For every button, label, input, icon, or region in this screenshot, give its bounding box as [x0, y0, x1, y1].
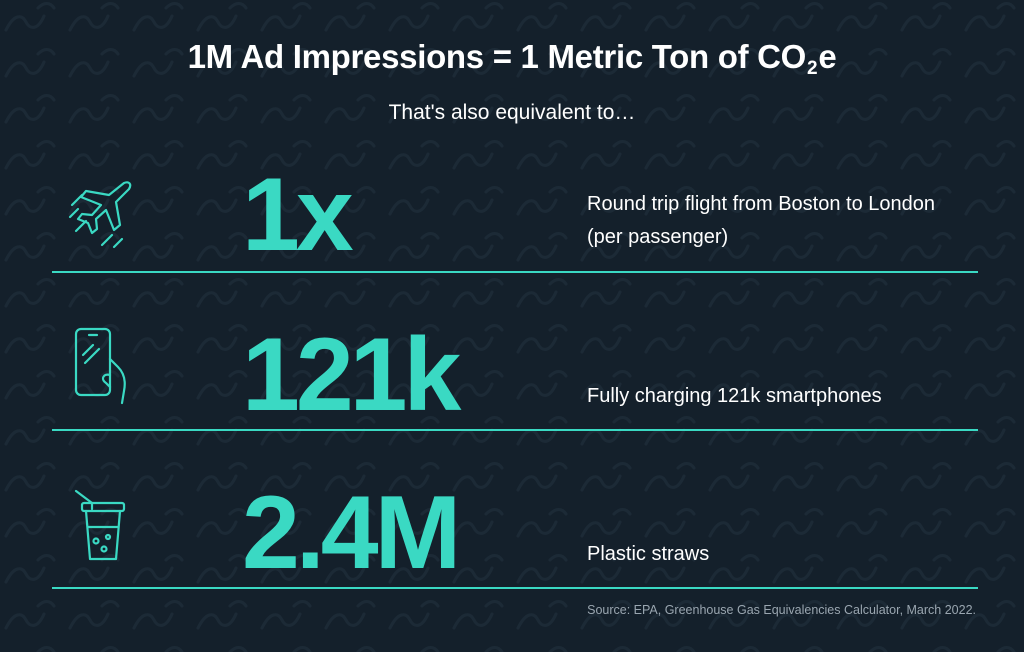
- smartphones-description: Fully charging 121k smartphones: [587, 385, 882, 407]
- flight-value: 1x: [242, 157, 354, 273]
- straws-description: Plastic straws: [587, 543, 710, 565]
- cup-with-straw-icon: [74, 489, 126, 561]
- page-subtitle: That's also equivalent to…: [388, 101, 636, 124]
- source-note: Source: EPA, Greenhouse Gas Equivalencie…: [587, 603, 976, 617]
- equivalency-row-flight: 1x Round trip flight from Boston to Lond…: [52, 115, 978, 273]
- smartphone-icon: [74, 327, 126, 405]
- smartphones-value: 121k: [242, 317, 461, 433]
- equivalency-row-straws: 2.4M Plastic straws: [52, 431, 978, 589]
- equivalency-row-smartphones: 121k Fully charging 121k smartphones: [52, 273, 978, 431]
- row-divider: [52, 429, 978, 431]
- row-divider: [52, 271, 978, 273]
- flight-description: Round trip flight from Boston to London …: [587, 193, 935, 248]
- straws-value: 2.4M: [242, 475, 461, 591]
- row-divider: [52, 587, 978, 589]
- page-title: 1M Ad Impressions = 1 Metric Ton of CO2e: [187, 38, 837, 79]
- airplane-icon: [68, 181, 132, 249]
